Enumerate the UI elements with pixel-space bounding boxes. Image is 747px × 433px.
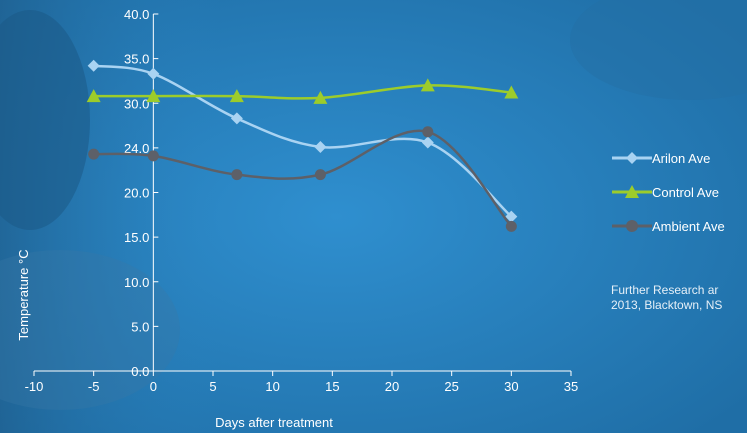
source-note-line-1: Further Research ar xyxy=(611,283,719,297)
y-tick-label: 5.0 xyxy=(131,319,149,334)
data-point-triangle xyxy=(229,89,244,103)
legend-item-control: Control Ave xyxy=(612,175,725,209)
x-tick-label: 15 xyxy=(325,379,339,394)
legend-swatch-ambient xyxy=(612,220,652,232)
legend-item-ambient: Ambient Ave xyxy=(612,209,725,243)
y-tick-label: 24.0 xyxy=(124,141,149,156)
legend-item-arilon: Arilon Ave xyxy=(612,141,725,175)
x-tick-label: -5 xyxy=(88,379,100,394)
legend-label-arilon: Arilon Ave xyxy=(652,150,711,166)
chart-series xyxy=(86,59,519,232)
x-tick-label: -10 xyxy=(25,379,44,394)
source-note-line-2: 2013, Blacktown, NS xyxy=(611,298,723,312)
y-tick-label: 20.0 xyxy=(124,186,149,201)
data-point-triangle xyxy=(313,90,328,104)
x-tick-label: 20 xyxy=(385,379,399,394)
x-tick-label: 30 xyxy=(504,379,518,394)
data-point-circle xyxy=(314,169,326,181)
data-point-diamond xyxy=(421,136,434,149)
y-tick-label: 35.0 xyxy=(124,52,149,67)
legend-label-control: Control Ave xyxy=(652,184,719,200)
legend-swatch-arilon xyxy=(612,152,652,164)
y-tick-label: 30.0 xyxy=(124,96,149,111)
y-tick-label: 15.0 xyxy=(124,230,149,245)
data-point-triangle xyxy=(86,89,101,103)
legend-label-ambient: Ambient Ave xyxy=(652,218,725,234)
data-point-diamond xyxy=(87,59,100,72)
x-tick-label: 0 xyxy=(150,379,157,394)
chart-legend: Arilon Ave Control Ave Ambient Ave xyxy=(612,141,725,243)
data-point-circle xyxy=(147,150,159,162)
data-point-diamond xyxy=(505,210,518,223)
x-tick-label: 25 xyxy=(444,379,458,394)
data-point-circle xyxy=(231,169,243,181)
x-tick-label: 5 xyxy=(209,379,216,394)
y-tick-label: 0.0 xyxy=(131,364,149,379)
data-point-triangle xyxy=(420,78,435,92)
series-line-0 xyxy=(93,64,513,218)
data-point-circle xyxy=(88,148,100,160)
x-axis-label: Days after treatment xyxy=(215,415,333,430)
data-point-diamond xyxy=(230,112,243,125)
data-point-diamond xyxy=(314,140,327,153)
y-axis-label: Temperature °C xyxy=(16,249,31,340)
data-point-triangle xyxy=(146,89,161,103)
legend-swatch-control xyxy=(612,185,652,198)
data-point-diamond xyxy=(147,67,160,80)
y-tick-label: 40.0 xyxy=(124,7,149,22)
data-point-circle xyxy=(505,220,517,232)
y-tick-label: 10.0 xyxy=(124,275,149,290)
x-tick-label: 35 xyxy=(564,379,578,394)
data-point-triangle xyxy=(504,85,519,99)
source-note: Further Research ar 2013, Blacktown, NS xyxy=(611,283,722,313)
series-line-2 xyxy=(93,129,513,228)
data-point-circle xyxy=(422,126,434,138)
x-tick-label: 10 xyxy=(265,379,279,394)
